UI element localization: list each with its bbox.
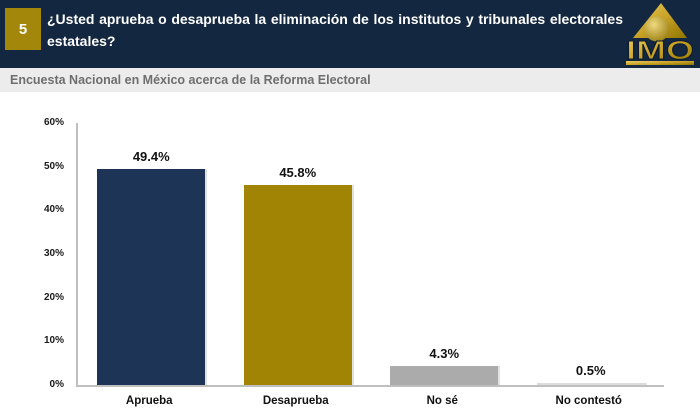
bar-chart: 0% 10% 20% 30% 40% 50% 60% 49.4% 45.8% 4.3% 0.5% …	[0, 92, 700, 415]
imo-logo: IMO	[621, 1, 699, 67]
question-title: ¿Usted aprueba o desaprueba la eliminaci…	[47, 11, 623, 49]
plot-area: 49.4% 45.8% 4.3% 0.5%	[76, 123, 664, 387]
bar-value-label-desaprueba: 45.8%	[279, 165, 317, 181]
subtitle-bar: Encuesta Nacional en México acerca de la…	[0, 68, 700, 93]
logo-underline	[626, 61, 694, 65]
header: 5 ¿Usted aprueba o desaprueba la elimina…	[0, 0, 700, 68]
bar-no-se	[390, 366, 499, 385]
bar-group-no-se: 4.3%	[371, 123, 518, 385]
bar-group-desaprueba: 45.8%	[225, 123, 372, 385]
bar-group-aprueba: 49.4%	[78, 123, 225, 385]
y-axis: 0% 10% 20% 30% 40% 50% 60%	[0, 118, 70, 390]
y-tick-label-30-: 30%	[43, 248, 64, 259]
y-tick-label-60-: 60%	[43, 117, 64, 128]
y-tick-label-20-: 20%	[43, 291, 64, 303]
bar-value-label-no-se: 4.3%	[429, 346, 460, 362]
bar-desaprueba	[243, 185, 352, 385]
y-tick-label-50-: 50%	[43, 160, 64, 172]
x-category-label-aprueba: Aprueba	[125, 395, 173, 407]
bar-value-label-aprueba: 49.4%	[132, 149, 170, 165]
bar-group-no-contesto: 0.5%	[518, 123, 665, 385]
imo-logo-graphic: IMO	[626, 3, 694, 65]
bar-value-label-no-contesto: 0.5%	[575, 362, 606, 378]
subtitle-text: Encuesta Nacional en México acerca de la…	[10, 73, 371, 87]
x-category-label-no-se: No sé	[426, 395, 458, 407]
logo-text: IMO	[626, 35, 694, 65]
bar-aprueba	[97, 169, 206, 385]
y-tick-label-0-: 0%	[49, 379, 64, 390]
slide-number-badge: 5	[5, 8, 41, 50]
x-category-label-desaprueba: Desaprueba	[262, 395, 329, 407]
bar-no-contesto	[536, 382, 645, 385]
x-axis-labels: Aprueba Desaprueba No sé No contestó	[76, 395, 662, 407]
y-tick-label-10-: 10%	[43, 335, 64, 347]
x-category-label-no-contesto: No contestó	[555, 395, 622, 407]
y-tick-label-40-: 40%	[43, 204, 64, 216]
logo-sphere-icon	[644, 16, 670, 42]
